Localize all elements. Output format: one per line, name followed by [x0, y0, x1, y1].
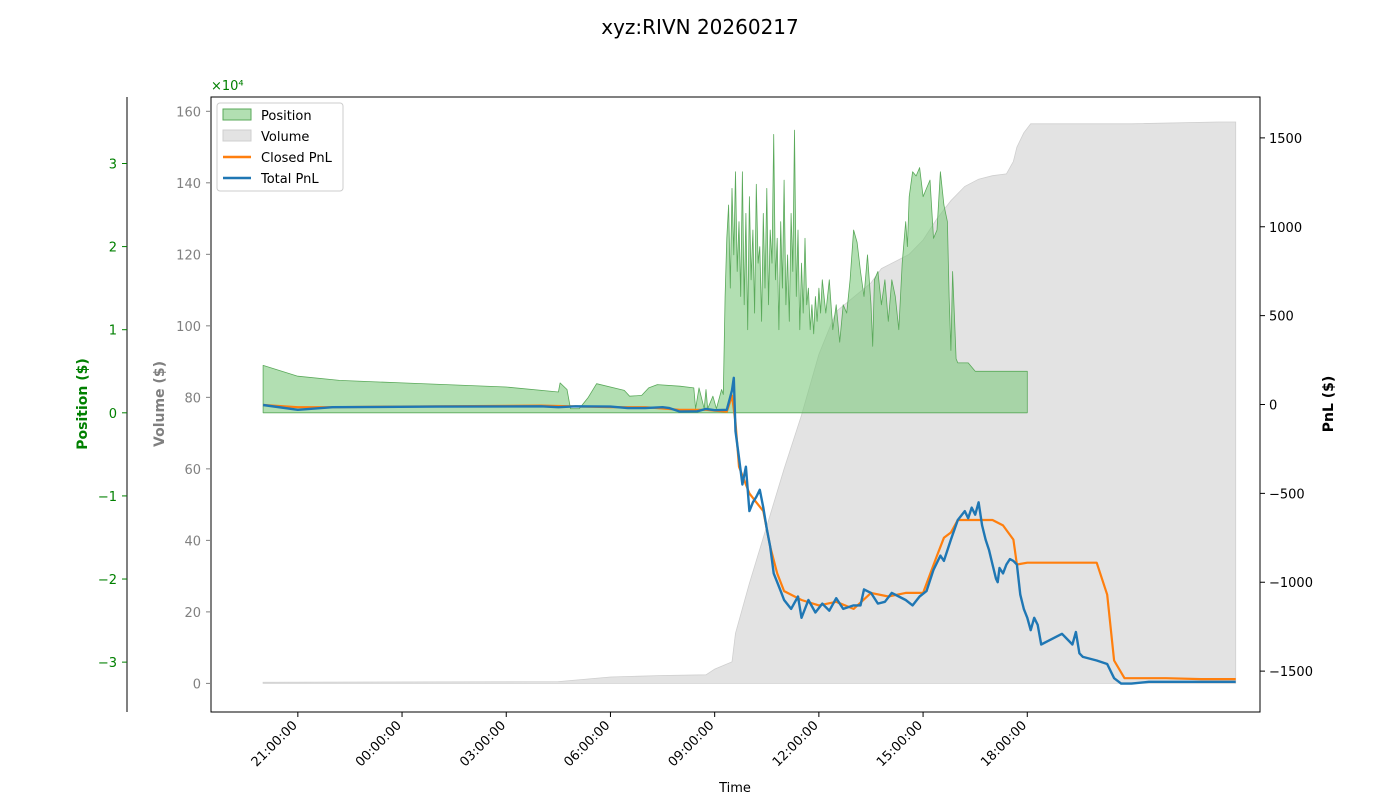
x-tick-label: 00:00:00: [353, 718, 405, 770]
position-tick-label: 2: [109, 241, 117, 256]
position-tick-label: 0: [109, 407, 117, 422]
volume-tick-label: 140: [176, 177, 201, 192]
x-tick-label: 15:00:00: [874, 718, 926, 770]
position-tick-label: 1: [109, 324, 117, 339]
legend-swatch-volume: [222, 129, 252, 142]
volume-tick-label: 20: [184, 606, 201, 621]
x-axis-label: Time: [718, 781, 751, 796]
legend: Position Volume Closed PnL Total PnL: [216, 102, 344, 192]
position-tick-label: 3: [109, 157, 117, 172]
x-tick-label: 12:00:00: [770, 718, 822, 770]
pnl-tick-label: −1500: [1269, 665, 1313, 680]
pnl-tick-label: −1000: [1269, 576, 1313, 591]
legend-swatch-position: [222, 108, 252, 121]
volume-tick-label: 120: [176, 248, 201, 263]
pnl-tick-label: 0: [1269, 399, 1277, 414]
x-tick-label: 21:00:00: [249, 718, 301, 770]
volume-axis-label: Volume ($): [152, 361, 168, 447]
volume-tick-label: 160: [176, 105, 201, 120]
legend-label-total-pnl: Total PnL: [260, 172, 319, 187]
volume-area: [262, 121, 1237, 684]
x-tick-label: 18:00:00: [978, 718, 1030, 770]
position-tick-label: −2: [98, 573, 117, 588]
volume-tick-label: 100: [176, 320, 201, 335]
position-area: [262, 129, 1028, 414]
x-tick-label: 09:00:00: [666, 718, 718, 770]
pnl-tick-label: 500: [1269, 310, 1294, 325]
position-axis-label: Position ($): [75, 358, 91, 450]
x-tick-label: 03:00:00: [457, 718, 509, 770]
legend-label-position: Position: [261, 109, 312, 124]
pnl-tick-label: −500: [1269, 487, 1305, 502]
plot-area: 21:00:00 00:00:00 03:00:00 06:00:00 09:00:00…: [98, 96, 1313, 770]
position-tick-label: −3: [98, 656, 117, 671]
position-tick-label: −1: [98, 490, 117, 505]
pnl-axis-label: PnL ($): [1321, 376, 1337, 433]
legend-label-closed-pnl: Closed PnL: [261, 151, 333, 166]
chart-title: xyz:RIVN 20260217: [601, 15, 799, 39]
legend-label-volume: Volume: [261, 130, 309, 145]
position-axis-offset: ×10⁴: [211, 79, 244, 94]
volume-tick-label: 60: [184, 463, 201, 478]
pnl-tick-label: 1500: [1269, 132, 1302, 147]
total-pnl-line: [262, 376, 1236, 685]
volume-tick-label: 0: [193, 677, 201, 692]
volume-tick-label: 80: [184, 391, 201, 406]
volume-tick-label: 40: [184, 534, 201, 549]
pnl-tick-label: 1000: [1269, 221, 1302, 236]
x-tick-label: 06:00:00: [561, 718, 613, 770]
legend-box: [216, 102, 344, 192]
